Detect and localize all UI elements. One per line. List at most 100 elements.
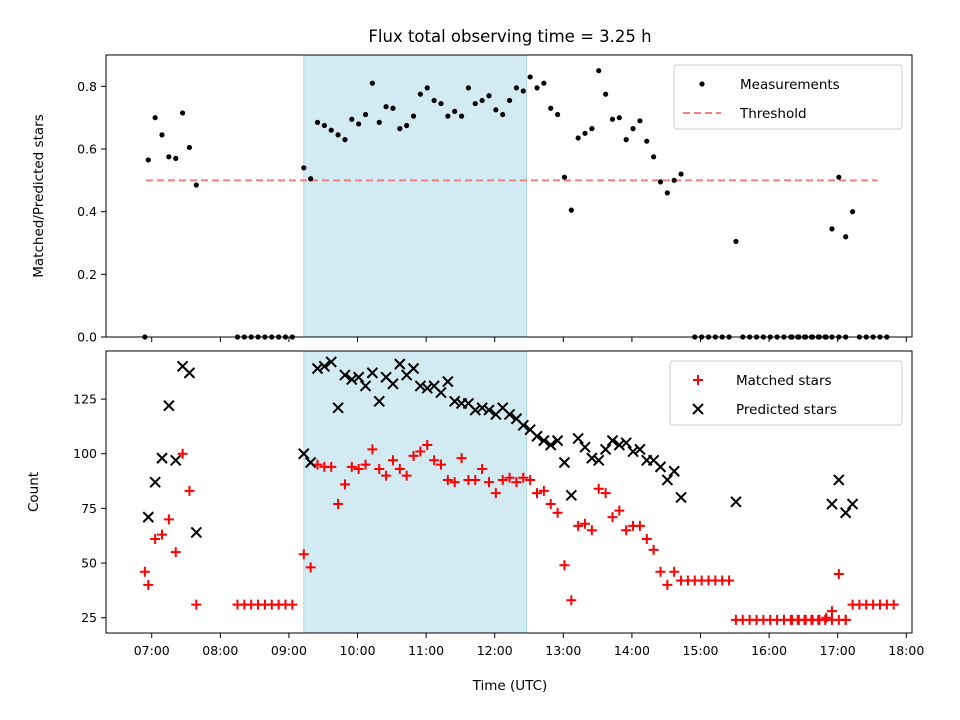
predicted-point [531, 430, 543, 442]
measurement-point [301, 165, 307, 171]
x-tick-label: 16:00 [751, 643, 787, 658]
measurement-point [486, 93, 492, 99]
measurement-point [616, 115, 622, 121]
bottom-panel: 25 50 75 100 125 07:00 08:00 09:00 10:00 11:00 12:… [26, 350, 924, 658]
matched-point [821, 612, 832, 623]
measurement-point [335, 132, 341, 138]
predicted-point [339, 369, 351, 381]
predicted-point [613, 439, 626, 451]
y-tick-label: 0.8 [77, 79, 97, 94]
matched-point [497, 474, 508, 485]
bottom-series-predicted-stars [142, 356, 859, 539]
matched-point [150, 534, 161, 544]
measurement-point [308, 176, 314, 182]
predicted-point [387, 378, 399, 390]
matched-point [456, 453, 467, 464]
predicted-point [407, 362, 420, 375]
matched-point [163, 514, 174, 525]
predicted-point [156, 452, 168, 464]
measurement-point [431, 97, 437, 104]
predicted-point [359, 380, 372, 392]
measurement-point [166, 154, 172, 160]
predicted-point [442, 375, 454, 388]
matched-point [833, 568, 844, 579]
measurement-point [596, 68, 602, 74]
matched-point [139, 566, 150, 577]
predicted-point [483, 404, 495, 416]
matched-point [408, 450, 419, 461]
measurement-point [644, 138, 650, 144]
legend-label: Matched stars [736, 373, 832, 389]
measurement-point [465, 85, 472, 91]
measurement-point [603, 91, 609, 97]
matched-point [394, 464, 405, 475]
predicted-point [170, 454, 182, 467]
measurement-point [836, 174, 842, 180]
matched-point [814, 614, 825, 625]
legend-label: Threshold [739, 106, 807, 122]
matched-point [634, 520, 645, 531]
x-tick-label: 07:00 [134, 643, 170, 658]
predicted-point [325, 356, 337, 368]
predicted-point [304, 456, 317, 469]
measurement-point [438, 100, 444, 107]
matched-point [339, 479, 350, 490]
predicted-point [538, 434, 550, 447]
predicted-point [558, 456, 571, 469]
measurement-point [637, 118, 643, 124]
measurement-point [582, 130, 588, 136]
x-tick-label: 17:00 [820, 643, 856, 658]
matched-point [287, 599, 298, 610]
matched-point [826, 606, 837, 617]
predicted-point [846, 498, 859, 510]
measurement-point [349, 116, 355, 122]
matched-point [346, 461, 357, 472]
legend-label: Measurements [740, 77, 840, 93]
matched-point [504, 472, 515, 483]
predicted-point [149, 476, 161, 488]
measurement-point [152, 115, 158, 121]
measurement-point [356, 121, 362, 127]
measurement-point [493, 107, 499, 113]
bottom-series-matched-stars [139, 440, 899, 625]
measurement-point [520, 88, 526, 94]
y-tick-label: 125 [73, 392, 97, 407]
matched-point [429, 455, 440, 466]
matched-point [184, 485, 195, 496]
predicted-point [579, 441, 591, 453]
measurement-point [630, 126, 636, 132]
predicted-point [668, 465, 680, 477]
legend-marker-predicted [692, 403, 704, 415]
top-panel: 0.0 0.2 0.4 0.6 0.8 Matched/Predicted stars Me… [31, 54, 913, 345]
measurement-point [321, 122, 327, 129]
matched-point [724, 575, 735, 586]
matched-point [600, 488, 611, 499]
x-axis-label: Time (UTC) [472, 678, 548, 694]
top-y-axis-label: Matched/Predicted stars [31, 114, 47, 277]
matched-point [143, 579, 154, 590]
measurement-point [541, 80, 547, 86]
measurement-point [513, 85, 520, 91]
matched-point [607, 512, 618, 523]
predicted-point [833, 474, 845, 486]
predicted-point [469, 404, 481, 416]
predicted-point [572, 432, 584, 445]
x-tick-label: 10:00 [340, 643, 376, 658]
legend-box [673, 64, 903, 130]
predicted-point [634, 443, 646, 456]
measurement-point [527, 74, 533, 80]
measurement-point [424, 85, 430, 91]
measurement-point [575, 135, 581, 141]
measurement-point [678, 171, 684, 177]
matched-point [191, 599, 202, 610]
measurement-point [397, 126, 403, 132]
matched-point [360, 459, 371, 470]
measurement-point [390, 105, 396, 111]
matched-point [545, 499, 556, 510]
x-tick-label: 09:00 [271, 643, 307, 658]
measurement-point [452, 108, 458, 114]
top-axes-frame [105, 54, 913, 338]
predicted-point [730, 496, 742, 508]
measurement-point [383, 104, 389, 110]
x-tick-label: 11:00 [408, 643, 444, 658]
